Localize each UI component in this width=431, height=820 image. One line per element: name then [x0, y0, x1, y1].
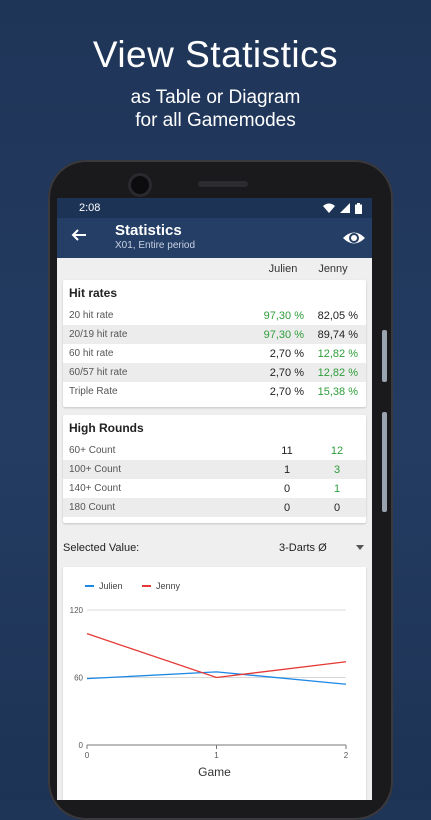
table-row: 140+ Count 0 1 [63, 479, 366, 498]
phone-power-button [382, 330, 387, 382]
row-label: 60 hit rate [69, 348, 114, 359]
y-tick-label: 0 [79, 741, 84, 750]
julien-value: 0 [283, 501, 291, 514]
series-line-julien [86, 671, 347, 685]
app-screen: 2:08 Statistics X01, Entire period Julie… [57, 198, 372, 800]
app-bar: Statistics X01, Entire period [57, 218, 372, 258]
legend-label-jenny: Jenny [156, 581, 181, 591]
julien-value: 2,70 % [269, 366, 304, 379]
phone-volume-button [382, 412, 387, 512]
value-selector[interactable]: Selected Value: 3-Darts Ø [57, 531, 372, 565]
row-label: 60/57 hit rate [69, 367, 128, 378]
legend-label-julien: Julien [99, 581, 123, 591]
hit-rates-title: Hit rates [69, 286, 118, 300]
row-label: 60+ Count [69, 445, 116, 456]
signal-icon [340, 203, 350, 213]
jenny-value: 82,05 % [317, 309, 358, 322]
jenny-value: 12 [330, 444, 344, 457]
row-label: Triple Rate [69, 386, 118, 397]
high-rounds-title: High Rounds [69, 421, 144, 435]
row-label: 20 hit rate [69, 310, 114, 321]
y-tick-label: 120 [70, 606, 84, 615]
hit-rates-card: Hit rates 20 hit rate 97,30 % 82,05 % 20… [63, 280, 366, 407]
jenny-value: 0 [333, 501, 341, 514]
julien-value: 1 [283, 463, 291, 476]
high-rounds-card: High Rounds 60+ Count 11 12 100+ Count 1… [63, 415, 366, 523]
promo-subtitle: as Table or Diagram for all Gamemodes [0, 86, 431, 132]
table-row: 180 Count 0 0 [63, 498, 366, 517]
jenny-value: 12,82 % [317, 366, 358, 379]
julien-value: 97,30 % [263, 328, 304, 341]
row-label: 100+ Count [69, 464, 121, 475]
line-chart: Julien Jenny 0 60 120 0 1 2 Game [70, 581, 349, 779]
line-chart-card: Julien Jenny 0 60 120 0 1 2 Game [63, 567, 366, 800]
page-subtitle: X01, Entire period [115, 240, 196, 251]
selector-label: Selected Value: [63, 542, 140, 554]
phone-speaker [198, 181, 248, 187]
selector-value[interactable]: 3-Darts Ø [279, 542, 327, 554]
back-arrow-icon[interactable] [71, 226, 87, 248]
table-row: 60+ Count 11 12 [63, 441, 366, 460]
julien-value: 0 [283, 482, 291, 495]
x-tick-label: 2 [344, 751, 349, 760]
promo-subtitle-line2: for all Gamemodes [135, 110, 296, 131]
battery-icon [355, 202, 362, 214]
julien-value: 2,70 % [269, 347, 304, 360]
player-name-julien: Julien [268, 263, 298, 275]
table-row: 20 hit rate 97,30 % 82,05 % [63, 306, 366, 325]
jenny-value: 89,74 % [317, 328, 358, 341]
x-tick-label: 0 [85, 751, 90, 760]
chevron-down-icon[interactable] [356, 545, 364, 550]
promo-title: View Statistics [92, 34, 339, 75]
player-name-jenny: Jenny [318, 263, 348, 275]
jenny-value: 1 [333, 482, 341, 495]
jenny-value: 15,38 % [317, 385, 358, 398]
chart-legend: Julien Jenny [85, 581, 181, 591]
julien-value: 97,30 % [263, 309, 304, 322]
row-label: 140+ Count [69, 483, 121, 494]
julien-value: 11 [281, 444, 293, 457]
row-label: 180 Count [69, 502, 116, 513]
eye-icon[interactable] [342, 226, 366, 250]
table-row: 100+ Count 1 3 [63, 460, 366, 479]
promo-subtitle-line1: as Table or Diagram [130, 87, 301, 108]
table-row: Triple Rate 2,70 % 15,38 % [63, 382, 366, 401]
jenny-value: 3 [333, 463, 341, 476]
wifi-icon [323, 203, 335, 213]
phone-camera [131, 176, 149, 194]
table-row: 60/57 hit rate 2,70 % 12,82 % [63, 363, 366, 382]
julien-value: 2,70 % [269, 385, 304, 398]
x-axis-label: Game [198, 765, 231, 779]
player-header: Julien Jenny [57, 258, 372, 280]
page-title: Statistics [115, 222, 182, 239]
x-tick-label: 1 [214, 751, 219, 760]
status-time: 2:08 [79, 202, 101, 214]
status-icons [323, 202, 362, 214]
status-bar: 2:08 [57, 198, 372, 218]
y-tick-label: 60 [74, 674, 83, 683]
series-line-jenny [86, 633, 347, 679]
row-label: 20/19 hit rate [69, 329, 128, 340]
table-row: 60 hit rate 2,70 % 12,82 % [63, 344, 366, 363]
jenny-value: 12,82 % [317, 347, 358, 360]
table-row: 20/19 hit rate 97,30 % 89,74 % [63, 325, 366, 344]
